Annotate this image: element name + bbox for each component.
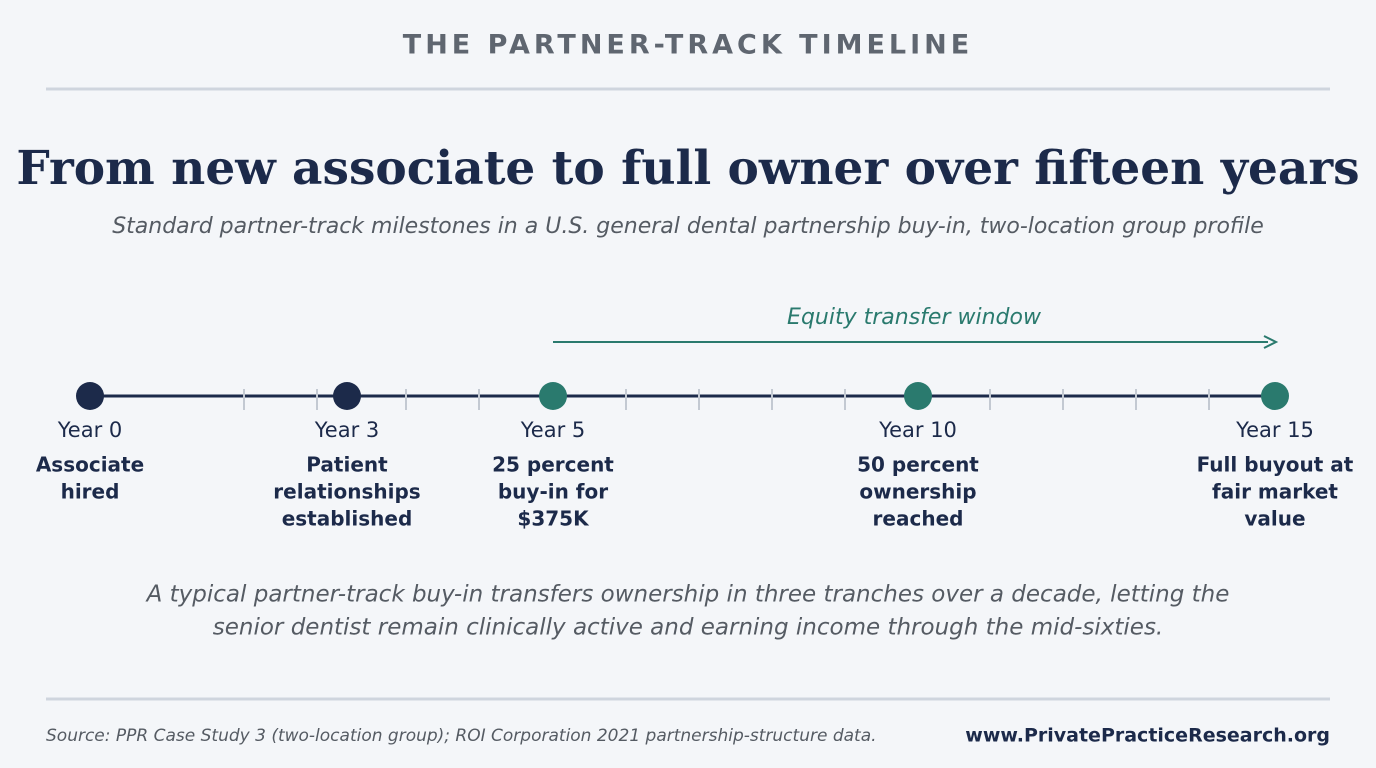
milestone-label: Associate <box>36 453 144 477</box>
milestone-dot <box>333 382 361 410</box>
milestone-year: Year 0 <box>57 418 123 442</box>
milestone-label: reached <box>873 507 964 531</box>
milestone-dot <box>539 382 567 410</box>
note-line: senior dentist remain clinically active … <box>213 615 1164 641</box>
ticks <box>243 389 1210 410</box>
window-label: Equity transfer window <box>787 305 1042 330</box>
milestone-label: $375K <box>517 507 590 531</box>
milestone-year: Year 5 <box>520 418 586 442</box>
milestone-year: Year 3 <box>314 418 380 442</box>
kicker: THE PARTNER-TRACK TIMELINE <box>403 30 973 61</box>
note: A typical partner-track buy-in transfers… <box>145 582 1230 641</box>
milestone-label: Patient <box>306 453 388 477</box>
milestone-label: fair market <box>1212 480 1338 504</box>
source: Source: PPR Case Study 3 (two-location g… <box>46 726 877 746</box>
milestone-label: 25 percent <box>492 453 614 477</box>
subtitle: Standard partner-track milestones in a U… <box>112 214 1264 239</box>
milestone-label: hired <box>61 480 120 504</box>
milestone-label: established <box>282 507 413 531</box>
url: www.PrivatePracticeResearch.org <box>965 725 1330 747</box>
milestone-dot <box>76 382 104 410</box>
milestone-label: 50 percent <box>857 453 979 477</box>
milestone-dot <box>904 382 932 410</box>
milestone-label: ownership <box>859 480 976 504</box>
note-line: A typical partner-track buy-in transfers… <box>145 582 1230 608</box>
milestone-label: relationships <box>273 480 420 504</box>
milestone-year: Year 15 <box>1235 418 1314 442</box>
milestone-year: Year 10 <box>878 418 957 442</box>
title: From new associate to full owner over fi… <box>16 141 1359 196</box>
milestone-label: buy-in for <box>498 480 608 504</box>
milestone-label: Full buyout at <box>1197 453 1354 477</box>
arrow-head <box>1263 335 1279 349</box>
milestone-label: value <box>1244 507 1305 531</box>
milestones: Year 0 Associate hired Year 3 Patient relatio… <box>36 382 1354 531</box>
milestone-dot <box>1261 382 1289 410</box>
